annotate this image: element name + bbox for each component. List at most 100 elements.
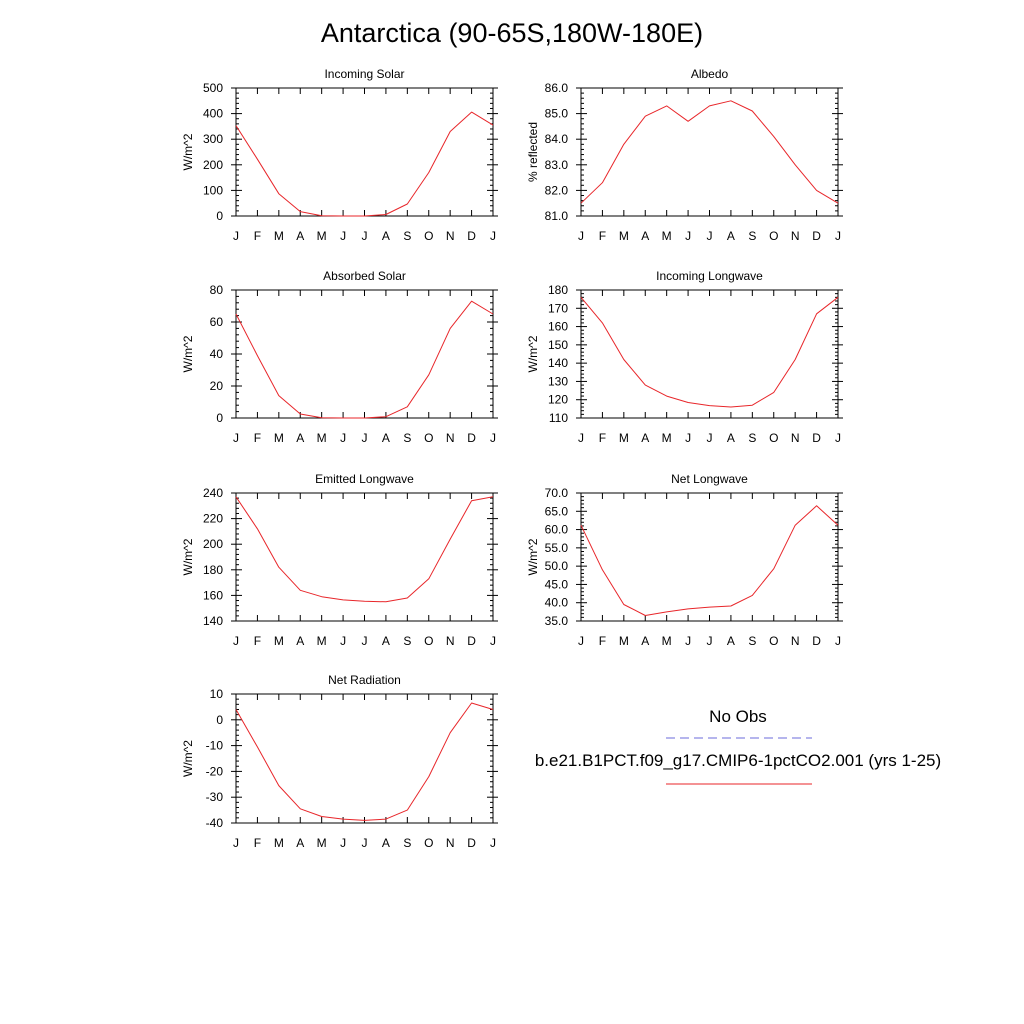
y-tick-label: 82.0	[545, 183, 569, 197]
series-line-1	[235, 111, 494, 217]
y-tick-label: 65.0	[545, 504, 569, 518]
series-line-1	[580, 296, 839, 408]
x-tick-label: D	[812, 634, 821, 648]
plot-frame	[580, 289, 839, 419]
y-tick-label: 35.0	[545, 614, 569, 628]
y-tick-label: 0	[216, 411, 223, 425]
x-tick-label: A	[382, 431, 390, 445]
x-tick-label: A	[296, 431, 304, 445]
x-tick-label: J	[233, 229, 239, 243]
x-tick-label: A	[382, 634, 390, 648]
x-tick-label: M	[317, 634, 327, 648]
x-tick-label: M	[619, 431, 629, 445]
y-tick-label: 300	[203, 132, 223, 146]
x-tick-label: A	[382, 836, 390, 850]
x-tick-label: D	[812, 229, 821, 243]
x-tick-label: M	[317, 431, 327, 445]
y-tick-label: 80	[210, 283, 224, 297]
x-tick-label: J	[490, 634, 496, 648]
x-tick-label: J	[835, 431, 841, 445]
x-tick-label: J	[362, 229, 368, 243]
x-tick-label: S	[748, 229, 756, 243]
y-axis-label: W/m^2	[181, 740, 195, 777]
x-tick-label: F	[254, 431, 261, 445]
x-tick-label: J	[490, 431, 496, 445]
y-tick-label: 83.0	[545, 158, 569, 172]
x-tick-label: O	[424, 431, 433, 445]
chart-title: Incoming Solar	[324, 67, 404, 81]
x-tick-label: J	[340, 634, 346, 648]
y-axis-label: % reflected	[526, 122, 540, 182]
x-tick-label: J	[490, 836, 496, 850]
y-tick-label: 85.0	[545, 107, 569, 121]
y-tick-label: 45.0	[545, 577, 569, 591]
x-tick-label: D	[812, 431, 821, 445]
x-tick-label: M	[317, 229, 327, 243]
chart-title: Net Radiation	[328, 673, 401, 687]
y-tick-label: 40.0	[545, 596, 569, 610]
x-tick-label: M	[619, 229, 629, 243]
x-tick-label: N	[446, 229, 455, 243]
y-tick-label: 400	[203, 107, 223, 121]
y-axis-label: W/m^2	[526, 335, 540, 372]
plot-frame	[235, 289, 494, 419]
y-tick-label: 160	[203, 588, 223, 602]
y-tick-label: 130	[548, 374, 568, 388]
x-tick-label: S	[403, 229, 411, 243]
y-tick-label: 40	[210, 347, 224, 361]
y-tick-label: 110	[549, 411, 568, 425]
x-tick-label: J	[362, 634, 368, 648]
x-tick-label: S	[403, 836, 411, 850]
y-tick-label: 150	[548, 338, 568, 352]
x-tick-label: M	[274, 431, 284, 445]
y-tick-label: 220	[203, 512, 223, 526]
x-tick-label: M	[662, 229, 672, 243]
x-tick-label: O	[424, 229, 433, 243]
y-tick-label: 0	[216, 209, 223, 223]
x-tick-label: A	[296, 229, 304, 243]
page-title: Antarctica (90-65S,180W-180E)	[320, 18, 704, 48]
y-axis-label: W/m^2	[181, 335, 195, 372]
x-tick-label: J	[707, 431, 713, 445]
x-tick-label: N	[446, 836, 455, 850]
plot-frame	[580, 492, 839, 622]
plot-frame	[235, 492, 494, 622]
legend-model-label: b.e21.B1PCT.f09_g17.CMIP6-1pctCO2.001 (y…	[535, 751, 941, 770]
x-tick-label: S	[403, 431, 411, 445]
plot-frame	[235, 87, 494, 217]
x-tick-label: F	[599, 634, 606, 648]
y-tick-label: 81.0	[545, 209, 569, 223]
legend-obs-label: No Obs	[709, 707, 767, 726]
x-tick-label: D	[467, 431, 476, 445]
y-tick-label: 200	[203, 158, 223, 172]
x-tick-label: N	[791, 431, 800, 445]
x-tick-label: J	[233, 634, 239, 648]
y-axis-label: W/m^2	[526, 538, 540, 575]
x-tick-label: S	[748, 634, 756, 648]
y-tick-label: 86.0	[545, 81, 569, 95]
x-tick-label: A	[727, 431, 735, 445]
x-tick-label: J	[707, 229, 713, 243]
x-tick-label: A	[382, 229, 390, 243]
chart-title: Net Longwave	[671, 472, 748, 486]
y-tick-label: 50.0	[545, 559, 569, 573]
series-line-1	[235, 300, 494, 419]
x-tick-label: M	[619, 634, 629, 648]
y-tick-label: 20	[210, 379, 224, 393]
x-tick-label: A	[641, 634, 649, 648]
x-tick-label: A	[296, 634, 304, 648]
x-tick-label: N	[446, 431, 455, 445]
series-line-1	[580, 505, 839, 616]
y-tick-label: 60.0	[545, 523, 569, 537]
y-tick-label: -30	[206, 790, 224, 804]
x-tick-label: J	[685, 431, 691, 445]
series-line-1	[580, 100, 839, 204]
x-tick-label: J	[340, 431, 346, 445]
x-tick-label: A	[641, 431, 649, 445]
y-tick-label: 70.0	[545, 486, 569, 500]
